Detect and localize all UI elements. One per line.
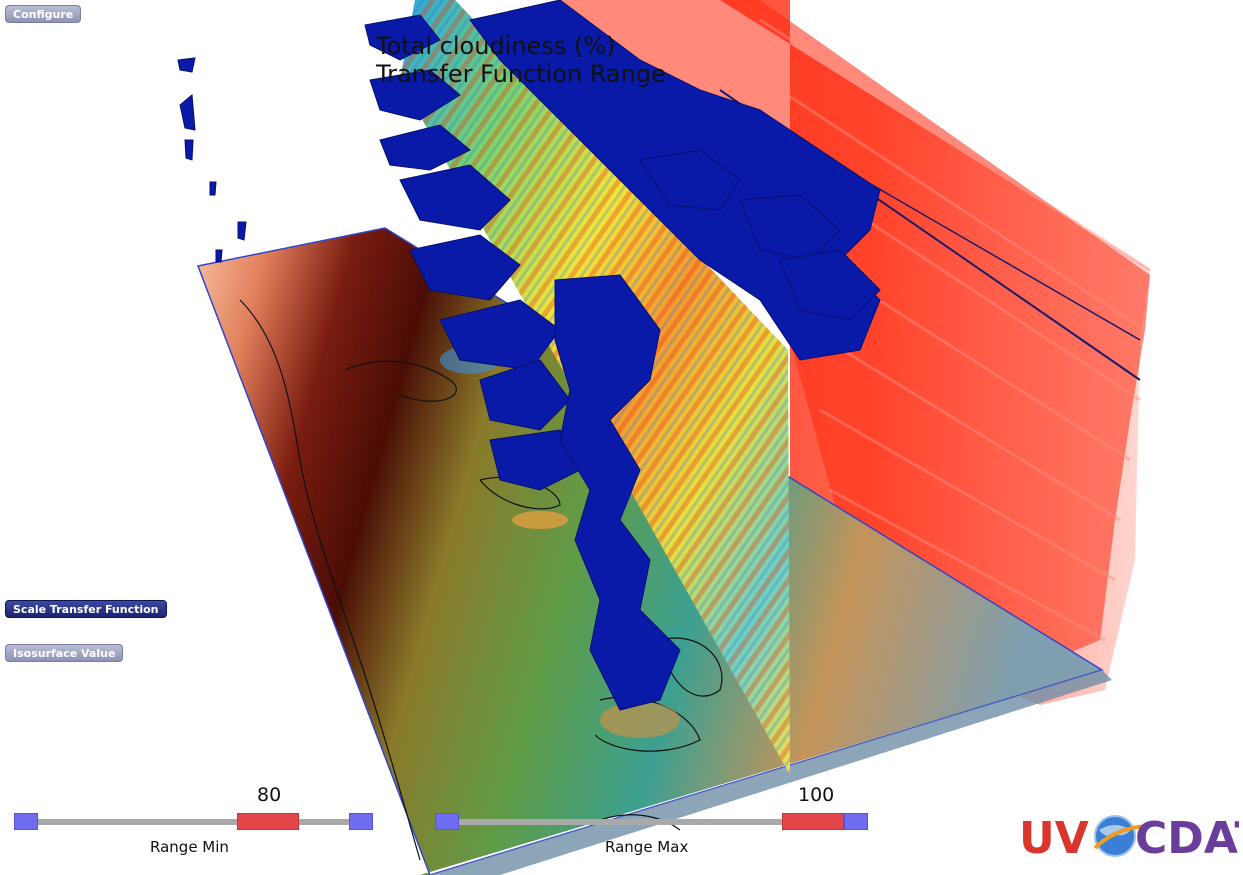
isosurface	[177, 0, 881, 711]
slider-left-end[interactable]	[14, 813, 38, 830]
logo-text-right: CDAT	[1135, 813, 1239, 864]
configure-button[interactable]: Configure	[5, 5, 82, 23]
slider-left-end[interactable]	[435, 813, 459, 830]
slider-handle[interactable]	[237, 813, 299, 830]
logo-graphic: UV CDAT	[1019, 813, 1243, 864]
isosurface-value-button[interactable]: Isosurface Value	[5, 644, 124, 662]
slider-track[interactable]	[36, 819, 352, 825]
slider-handle[interactable]	[782, 813, 844, 830]
range-max-value: 100	[798, 784, 835, 806]
range-min-label: Range Min	[150, 838, 229, 856]
range-min-value: 80	[257, 784, 282, 806]
range-min-slider[interactable]	[14, 807, 374, 837]
transfer-function-label: Transfer Function Range	[375, 60, 666, 88]
uvcdat-logo: UV CDAT	[1019, 808, 1243, 864]
slider-track[interactable]	[457, 819, 849, 825]
variable-title: Total cloudiness (%)	[375, 32, 615, 60]
range-max-slider[interactable]	[435, 807, 870, 837]
slider-right-end[interactable]	[844, 813, 868, 830]
logo-text-left: UV	[1019, 813, 1089, 864]
scale-transfer-function-button[interactable]: Scale Transfer Function	[5, 600, 167, 618]
range-max-label: Range Max	[605, 838, 689, 856]
slider-right-end[interactable]	[349, 813, 373, 830]
